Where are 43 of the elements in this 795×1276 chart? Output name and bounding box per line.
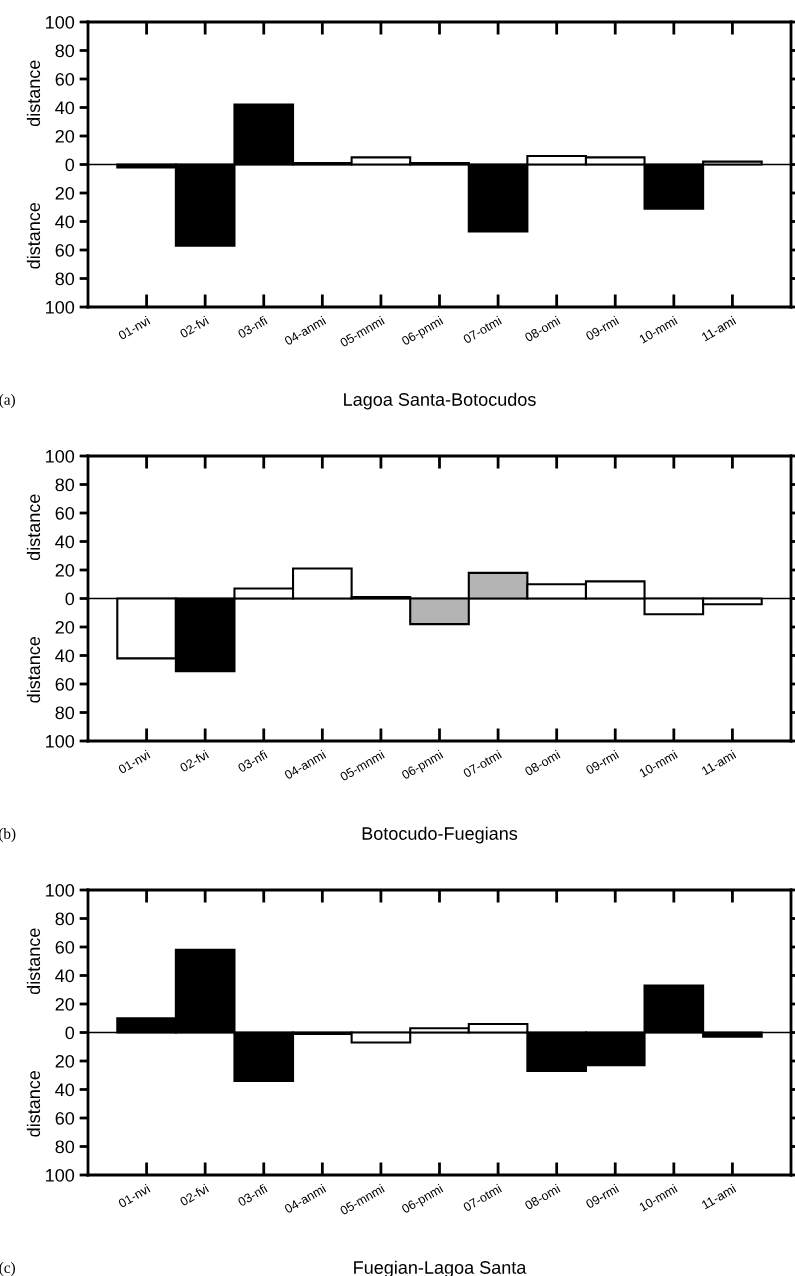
y-tick-label: 80 xyxy=(55,1140,75,1154)
y-tick-label: 100 xyxy=(46,300,75,314)
y-axis-title: distance xyxy=(26,60,41,127)
y-tick-label: 60 xyxy=(55,506,75,520)
y-tick-label: 40 xyxy=(55,649,75,663)
y-tick-label: 20 xyxy=(55,563,75,577)
text: distance xyxy=(26,1070,41,1137)
y-tick-label: 100 xyxy=(46,449,75,463)
y-tick-label: 80 xyxy=(55,44,75,58)
y-tick-label: 20 xyxy=(55,186,75,200)
y-tick-label: 60 xyxy=(55,940,75,954)
y-tick-label: 100 xyxy=(46,1168,75,1182)
y-tick-label: 40 xyxy=(55,535,75,549)
y-axis-title: distance xyxy=(26,928,41,995)
text: distance xyxy=(26,636,41,703)
text: (c) xyxy=(0,1262,15,1276)
y-tick-label: 60 xyxy=(55,677,75,691)
y-tick-label: 0 xyxy=(65,592,75,606)
y-tick-label: 40 xyxy=(55,215,75,229)
y-tick-label: 80 xyxy=(55,478,75,492)
y-axis-title: distance xyxy=(26,494,41,561)
y-tick-label: 100 xyxy=(46,15,75,29)
y-tick-label: 40 xyxy=(55,969,75,983)
y-tick-label: 0 xyxy=(65,158,75,172)
y-tick-label: 60 xyxy=(55,243,75,257)
y-tick-label: 20 xyxy=(55,620,75,634)
x-axis-title: Botocudo-Fuegians xyxy=(362,826,518,844)
y-tick-label: 0 xyxy=(65,1026,75,1040)
y-tick-label: 40 xyxy=(55,101,75,115)
y-tick-label: 100 xyxy=(46,883,75,897)
text: distance xyxy=(26,202,41,269)
y-tick-label: 20 xyxy=(55,129,75,143)
x-axis-title: Lagoa Santa-Botocudos xyxy=(344,392,536,410)
y-tick-label: 60 xyxy=(55,72,75,86)
y-tick-label: 40 xyxy=(55,1083,75,1097)
y-tick-label: 80 xyxy=(55,272,75,286)
y-tick-label: 20 xyxy=(55,997,75,1011)
y-tick-label: 80 xyxy=(55,912,75,926)
y-tick-label: 100 xyxy=(46,734,75,748)
y-tick-label: 60 xyxy=(55,1111,75,1125)
text: (a) xyxy=(0,394,15,408)
y-tick-label: 80 xyxy=(55,706,75,720)
y-tick-label: 20 xyxy=(55,1054,75,1068)
